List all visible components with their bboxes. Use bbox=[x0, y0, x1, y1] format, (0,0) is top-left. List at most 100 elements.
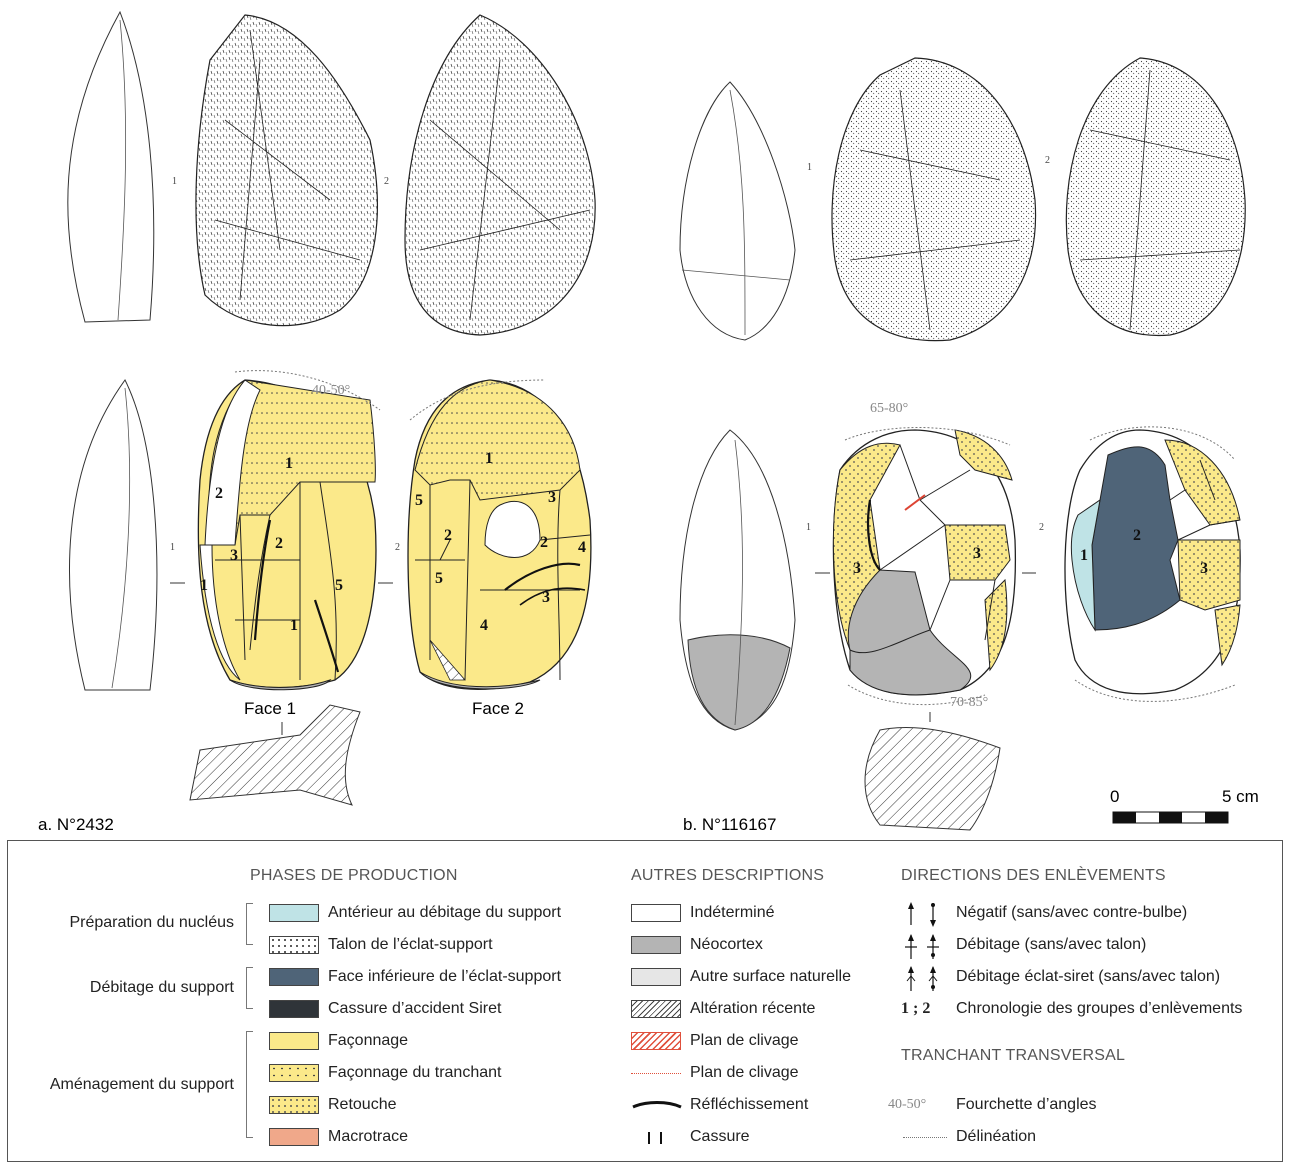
phase-swatch bbox=[269, 1128, 319, 1146]
tranchant-label: Fourchette d’angles bbox=[956, 1096, 1097, 1113]
removal-number: 4 bbox=[578, 539, 586, 556]
artifact-a-label: a. N°2432 bbox=[38, 815, 114, 834]
phase-swatch bbox=[269, 936, 319, 954]
phase-label: Retouche bbox=[328, 1096, 397, 1113]
removal-number: 1 bbox=[290, 617, 298, 634]
removal-number: 1 bbox=[485, 450, 493, 467]
artifact-b-label: b. N°116167 bbox=[683, 815, 776, 834]
artifact-b-profile-top bbox=[679, 81, 796, 341]
svg-text:2: 2 bbox=[384, 176, 389, 187]
group-bracket bbox=[246, 967, 253, 1009]
removal-number: 4 bbox=[480, 617, 488, 634]
group-label: Débitage du support bbox=[89, 979, 234, 996]
phase-label: Façonnage bbox=[328, 1032, 409, 1049]
phase-swatch bbox=[269, 1064, 319, 1082]
scale-start-label: 0 bbox=[1110, 787, 1119, 806]
phase-swatch bbox=[269, 1000, 319, 1018]
artifact-a-face2-diagram bbox=[407, 379, 592, 690]
debitage-siret-arrow-icon bbox=[906, 966, 938, 991]
artifact-b-numbers: 3 3 2 1 3 bbox=[853, 527, 1208, 577]
removal-number: 2 bbox=[215, 485, 223, 502]
legend: PHASES DE PRODUCTION Préparation du nucl… bbox=[7, 840, 1283, 1162]
group-bracket bbox=[246, 903, 253, 945]
phase-label: Façonnage du tranchant bbox=[328, 1064, 502, 1081]
debitage-arrow-icon bbox=[905, 934, 939, 959]
artifact-b-face1-diagram bbox=[832, 429, 1017, 696]
autres-label: Réfléchissement bbox=[690, 1096, 809, 1113]
artifact-b-face2-diagram bbox=[1064, 429, 1241, 695]
autres-swatch bbox=[631, 1032, 681, 1050]
scale-bar: 0 5 cm bbox=[1110, 787, 1259, 824]
autres-label: Autre surface naturelle bbox=[690, 968, 851, 985]
svg-text:1: 1 bbox=[172, 176, 177, 187]
angle-delineation-b-top bbox=[844, 427, 1011, 446]
removal-number: 3 bbox=[1200, 560, 1208, 577]
lithic-figure: 1 2 1 2 1 40-50° 2 Face 1 Face 2 1 bbox=[38, 10, 1259, 834]
angle-delineation-b-bottom bbox=[847, 684, 986, 706]
artifact-a-profile-top bbox=[67, 10, 155, 323]
direction-label: Négatif (sans/avec contre-bulbe) bbox=[956, 904, 1188, 921]
negatif-arrow-icon bbox=[908, 902, 936, 927]
svg-text:1: 1 bbox=[806, 522, 811, 533]
removal-number: 2 bbox=[444, 527, 452, 544]
removal-number: 1 bbox=[1080, 547, 1088, 564]
artifact-b-face2-drawing bbox=[1065, 57, 1246, 337]
angle-label-b-top: 65-80° bbox=[870, 401, 908, 416]
direction-label: Chronologie des groupes d’enlèvements bbox=[956, 1000, 1243, 1017]
autres-swatch bbox=[631, 936, 681, 954]
autres-label: Altération récente bbox=[690, 1000, 816, 1017]
autres-label: Néocortex bbox=[690, 936, 763, 953]
angle-label-a-top: 40-50° bbox=[312, 383, 350, 398]
tranchant-title: TRANCHANT TRANSVERSAL bbox=[901, 1047, 1126, 1064]
phase-swatch bbox=[269, 904, 319, 922]
removal-number: 2 bbox=[275, 535, 283, 552]
angle-delineation-a-face2 bbox=[409, 379, 546, 421]
phases-title: PHASES DE PRODUCTION bbox=[250, 867, 458, 884]
delineation-symbol bbox=[903, 1137, 947, 1138]
face2-label: Face 2 bbox=[472, 699, 524, 718]
artifact-a-face1-drawing bbox=[195, 14, 378, 327]
svg-text:1: 1 bbox=[170, 542, 175, 553]
chronology-symbol: 1 ; 2 bbox=[901, 1000, 931, 1017]
phase-label: Macrotrace bbox=[328, 1128, 409, 1145]
group-label: Préparation du nucléus bbox=[69, 914, 234, 931]
svg-text:2: 2 bbox=[1039, 522, 1044, 533]
removal-number: 3 bbox=[542, 589, 550, 606]
angle-range-symbol: 40-50° bbox=[888, 1097, 927, 1112]
scale-end-label: 5 cm bbox=[1222, 787, 1259, 806]
svg-text:2: 2 bbox=[395, 542, 400, 553]
artifact-a-section bbox=[189, 704, 361, 806]
phase-label: Talon de l’éclat-support bbox=[328, 936, 493, 953]
group-bracket bbox=[246, 1031, 253, 1138]
removal-number: 3 bbox=[973, 545, 981, 562]
artifact-a-face1-numbers: 1 2 1 3 2 1 5 bbox=[200, 455, 343, 634]
autres-line-symbol bbox=[631, 1073, 681, 1074]
removal-number: 3 bbox=[548, 489, 556, 506]
removal-number: 5 bbox=[335, 577, 343, 594]
phase-label: Face inférieure de l’éclat-support bbox=[328, 968, 562, 985]
tranchant-label: Délinéation bbox=[956, 1128, 1037, 1145]
autres-label: Indéterminé bbox=[690, 904, 775, 921]
removal-number: 2 bbox=[1133, 527, 1141, 544]
phase-label: Cassure d’accident Siret bbox=[328, 1000, 502, 1017]
removal-number: 3 bbox=[230, 547, 238, 564]
artifact-b-face1-drawing bbox=[831, 57, 1037, 342]
removal-number: 1 bbox=[200, 577, 208, 594]
autres-label: Cassure bbox=[690, 1128, 750, 1145]
face1-label: Face 1 bbox=[244, 699, 296, 718]
direction-label: Débitage éclat-siret (sans/avec talon) bbox=[956, 968, 1221, 985]
angle-delineation-b-face2 bbox=[1089, 426, 1236, 461]
svg-text:2: 2 bbox=[1045, 155, 1050, 166]
angle-label-b-bottom: 70-85° bbox=[950, 695, 988, 710]
phase-label: Antérieur au débitage du support bbox=[328, 904, 562, 921]
directions-title: DIRECTIONS DES ENLÈVEMENTS bbox=[901, 867, 1166, 884]
angle-delineation-a-top bbox=[234, 370, 381, 411]
artifact-a-profile-bottom bbox=[69, 379, 158, 691]
artifact-a-face1-diagram bbox=[197, 379, 377, 691]
phase-swatch bbox=[269, 968, 319, 986]
autres-swatch bbox=[631, 968, 681, 986]
artifact-a-face2-drawing bbox=[404, 14, 596, 336]
removal-number: 3 bbox=[853, 560, 861, 577]
autres-title: AUTRES DESCRIPTIONS bbox=[631, 867, 825, 884]
svg-text:1: 1 bbox=[807, 162, 812, 173]
